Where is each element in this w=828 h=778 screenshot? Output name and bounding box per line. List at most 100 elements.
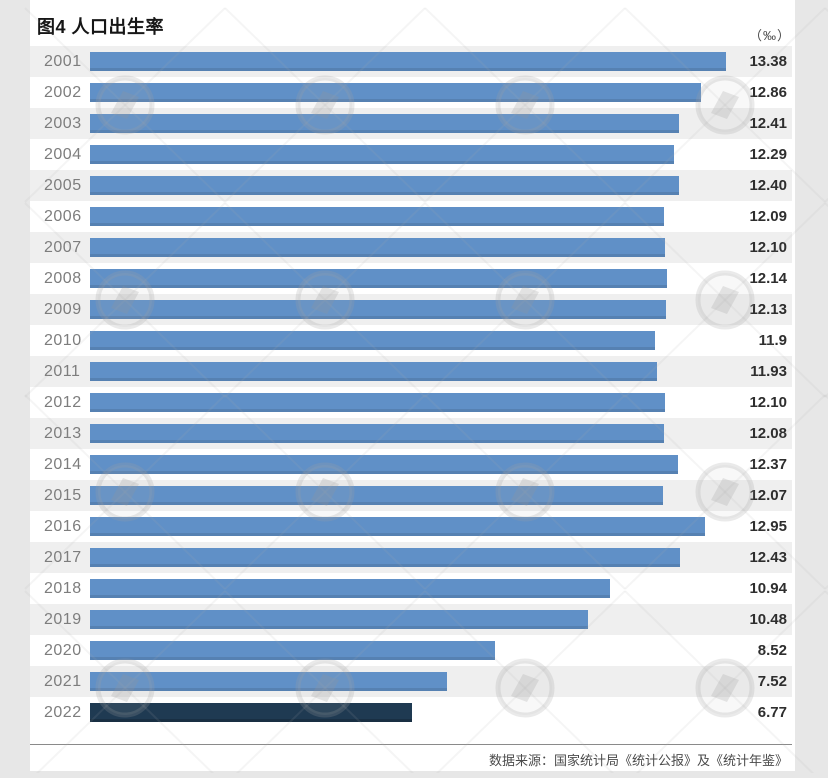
value-label: 12.43 [749,549,787,566]
year-label: 2014 [44,455,82,473]
bar-track [90,424,726,443]
chart-row: 2011 11.93 [30,356,792,387]
bar [90,145,674,164]
chart-row: 2005 12.40 [30,170,792,201]
bar [90,424,664,443]
year-label: 2021 [44,672,82,690]
bar-track [90,52,726,71]
chart-row: 2013 12.08 [30,418,792,449]
value-label: 12.37 [749,456,787,473]
value-label: 12.86 [749,84,787,101]
chart-row: 2004 12.29 [30,139,792,170]
bar [90,331,656,350]
year-label: 2010 [44,331,82,349]
year-label: 2013 [44,424,82,442]
value-label: 12.09 [749,208,787,225]
bar-track [90,641,726,660]
year-label: 2002 [44,83,82,101]
bar-track [90,238,726,257]
chart-row: 2002 12.86 [30,77,792,108]
chart-row: 2010 11.9 [30,325,792,356]
year-label: 2016 [44,517,82,535]
chart-unit-label: （‰） [748,28,791,43]
bar [90,610,588,629]
chart-row: 2009 12.13 [30,294,792,325]
year-label: 2003 [44,114,82,132]
value-label: 12.10 [749,239,787,256]
chart-row: 2020 8.52 [30,635,792,666]
chart-row: 2017 12.43 [30,542,792,573]
bar [90,486,664,505]
chart-row: 2015 12.07 [30,480,792,511]
chart-row: 2001 13.38 [30,46,792,77]
chart-row: 2003 12.41 [30,108,792,139]
bar-track [90,362,726,381]
chart-row: 2008 12.14 [30,263,792,294]
year-label: 2006 [44,207,82,225]
bar-track [90,176,726,195]
bar-track [90,610,726,629]
chart-row: 2006 12.09 [30,201,792,232]
bar-track [90,455,726,474]
year-label: 2009 [44,300,82,318]
bar-track [90,579,726,598]
value-label: 10.94 [749,580,787,597]
bar-track [90,548,726,567]
value-label: 6.77 [757,704,787,721]
bar [90,83,701,102]
value-label: 8.52 [757,642,787,659]
year-label: 2005 [44,176,82,194]
chart-card: 图4 人口出生率 （‰） 2001 13.38 2002 12.86 2003 12.41… [30,0,795,771]
bar-track [90,703,726,722]
bar [90,238,665,257]
bar-track [90,517,726,536]
bar-track [90,83,726,102]
value-label: 12.41 [749,115,787,132]
value-label: 7.52 [757,673,787,690]
chart-title: 图4 人口出生率 [37,17,165,37]
data-source-note: 数据来源：国家统计局《统计公报》及《统计年鉴》 [30,744,792,769]
value-label: 12.13 [749,301,787,318]
year-label: 2015 [44,486,82,504]
bar-track [90,114,726,133]
bar-track [90,269,726,288]
bar-track [90,300,726,319]
chart-row: 2014 12.37 [30,449,792,480]
year-label: 2008 [44,269,82,287]
bar [90,176,679,195]
value-label: 11.9 [758,332,787,349]
chart-row: 2016 12.95 [30,511,792,542]
bar [90,300,667,319]
year-label: 2017 [44,548,82,566]
value-label: 12.07 [749,487,787,504]
bar [90,548,681,567]
value-label: 12.29 [749,146,787,163]
bar [90,641,495,660]
year-label: 2004 [44,145,82,163]
bar [90,455,678,474]
bar [90,52,726,71]
chart-row: 2019 10.48 [30,604,792,635]
year-label: 2019 [44,610,82,628]
chart-header: 图4 人口出生率 （‰） [30,0,795,46]
bar [90,269,667,288]
value-label: 12.40 [749,177,787,194]
year-label: 2007 [44,238,82,256]
bar [90,207,665,226]
year-label: 2001 [44,52,82,70]
bar [90,517,706,536]
value-label: 12.10 [749,394,787,411]
year-label: 2018 [44,579,82,597]
bar-track [90,486,726,505]
chart-row: 2007 12.10 [30,232,792,263]
bar-track [90,207,726,226]
value-label: 12.08 [749,425,787,442]
bar-highlighted [90,703,412,722]
year-label: 2011 [44,362,81,380]
value-label: 10.48 [749,611,787,628]
bar-track [90,393,726,412]
bar-track [90,145,726,164]
bar [90,114,680,133]
year-label: 2012 [44,393,82,411]
chart-row: 2012 12.10 [30,387,792,418]
